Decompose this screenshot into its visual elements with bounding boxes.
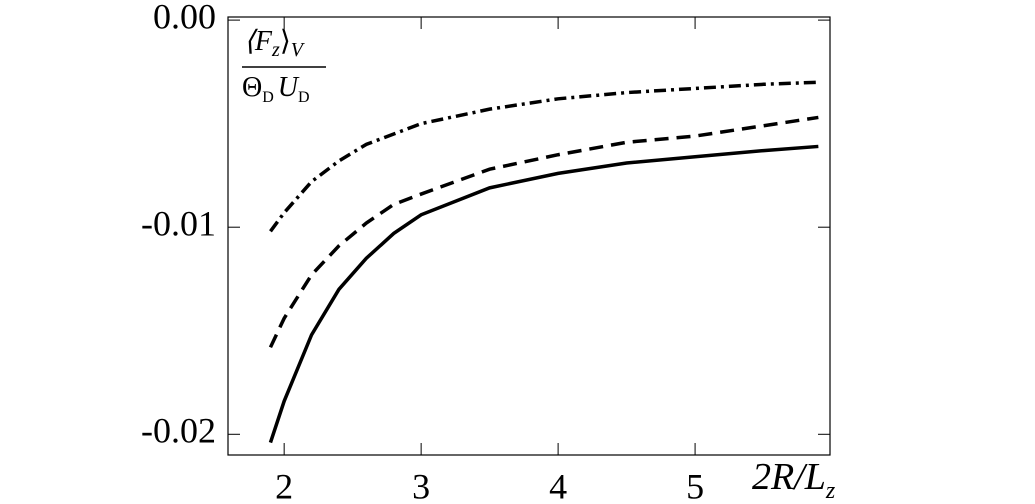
y-tick-label: -0.02 bbox=[141, 411, 216, 451]
y-label-part: Θ bbox=[242, 72, 262, 103]
y-label-part: ⟨F bbox=[244, 26, 273, 57]
y-label-numerator: ⟨Fz⟩V bbox=[244, 26, 306, 60]
y-label-part: D bbox=[262, 89, 274, 106]
x-label: 2R/Lz bbox=[752, 456, 836, 504]
line-series bbox=[268, 144, 819, 444]
x-tick-label: 5 bbox=[686, 466, 704, 504]
x-tick-label: 3 bbox=[412, 466, 430, 504]
line-series bbox=[269, 80, 819, 233]
y-label-part: U bbox=[278, 72, 300, 103]
y-label-part: ⟩ bbox=[280, 26, 291, 57]
x-label-part: 2R/L bbox=[752, 456, 826, 498]
x-tick-label: 4 bbox=[549, 466, 567, 504]
y-label-denominator: ΘD UD bbox=[242, 72, 310, 105]
x-tick-label: 2 bbox=[275, 466, 293, 504]
y-tick-label: 0.00 bbox=[153, 0, 216, 36]
y-label-part: D bbox=[298, 89, 310, 106]
y-tick-label: -0.01 bbox=[141, 203, 216, 243]
x-label-part: z bbox=[825, 478, 836, 504]
y-label-part: z bbox=[271, 39, 280, 61]
y-label-part: V bbox=[291, 39, 306, 61]
plot-frame bbox=[227, 16, 831, 456]
line-series bbox=[268, 115, 819, 349]
